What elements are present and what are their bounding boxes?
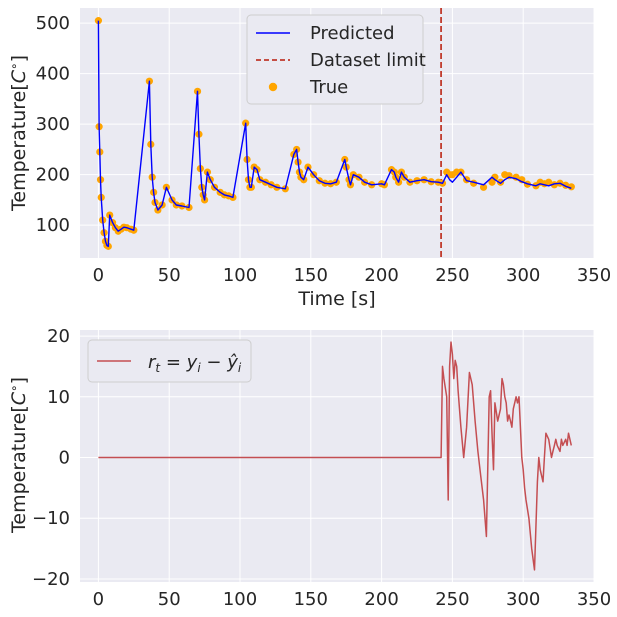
bottom-y-tick-label: −10 [32, 508, 70, 529]
legend-limit-label: Dataset limit [310, 50, 426, 71]
top-x-tick-label: 0 [93, 265, 104, 286]
top-y-tick-label: 300 [36, 114, 70, 135]
top-x-tick-label: 150 [294, 265, 328, 286]
legend-residual-label: rt = yi − ŷi [148, 352, 242, 375]
bottom-y-axis-label: Temperature[C∘] [7, 377, 30, 534]
bottom-x-tick-labels: 0 50 100 150 200 250 300 350 [93, 589, 611, 610]
predicted-line [97, 20, 572, 248]
top-x-tick-labels: 0 50 100 150 200 250 300 350 [93, 265, 611, 286]
true-point [545, 178, 553, 186]
bottom-y-tick-label: 20 [47, 326, 70, 347]
true-point [496, 178, 505, 186]
top-x-tick-label: 200 [364, 265, 398, 286]
bottom-x-tick-label: 50 [158, 589, 181, 610]
top-data [94, 8, 575, 258]
true-point [479, 183, 488, 191]
bottom-plot: 0 50 100 150 200 250 300 350 −20 −10 0 10 20 Temper… [7, 326, 611, 610]
bottom-legend-box [87, 339, 252, 383]
top-legend: Predicted Dataset limit True [246, 14, 426, 105]
bottom-y-tick-label: 10 [47, 387, 70, 408]
top-x-tick-label: 100 [223, 265, 257, 286]
true-point [567, 183, 575, 191]
legend-predicted-label: Predicted [310, 23, 395, 44]
bottom-y-tick-label: 0 [59, 448, 70, 469]
bottom-data [98, 341, 573, 571]
top-x-axis-label: Time [s] [297, 288, 375, 310]
bottom-y-tick-label: −20 [32, 569, 70, 590]
bottom-x-tick-label: 0 [93, 589, 104, 610]
bottom-x-tick-label: 250 [435, 589, 469, 610]
top-y-tick-label: 500 [36, 13, 70, 34]
top-x-tick-label: 50 [158, 265, 181, 286]
bottom-x-tick-label: 150 [294, 589, 328, 610]
top-y-tick-labels: 100 200 300 400 500 [36, 13, 70, 236]
top-y-tick-label: 100 [36, 215, 70, 236]
legend-true-marker [268, 82, 278, 92]
top-legend-box [246, 14, 424, 105]
bottom-x-tick-label: 200 [364, 589, 398, 610]
top-x-tick-label: 250 [435, 265, 469, 286]
top-y-tick-label: 200 [36, 165, 70, 186]
top-x-tick-label: 350 [577, 265, 611, 286]
top-x-tick-label: 300 [506, 265, 540, 286]
top-y-axis-label: Temperature[C∘] [7, 55, 30, 212]
bottom-x-tick-label: 100 [223, 589, 257, 610]
top-y-tick-label: 400 [36, 64, 70, 85]
bottom-legend: rt = yi − ŷi [87, 339, 252, 383]
bottom-y-tick-labels: −20 −10 0 10 20 [32, 326, 70, 590]
residual-line [98, 341, 573, 571]
top-plot: 0 50 100 150 200 250 300 350 100 200 300 400 500 Ti… [7, 8, 611, 310]
legend-true-label: True [309, 77, 348, 98]
bottom-x-tick-label: 300 [506, 589, 540, 610]
bottom-x-tick-label: 350 [577, 589, 611, 610]
